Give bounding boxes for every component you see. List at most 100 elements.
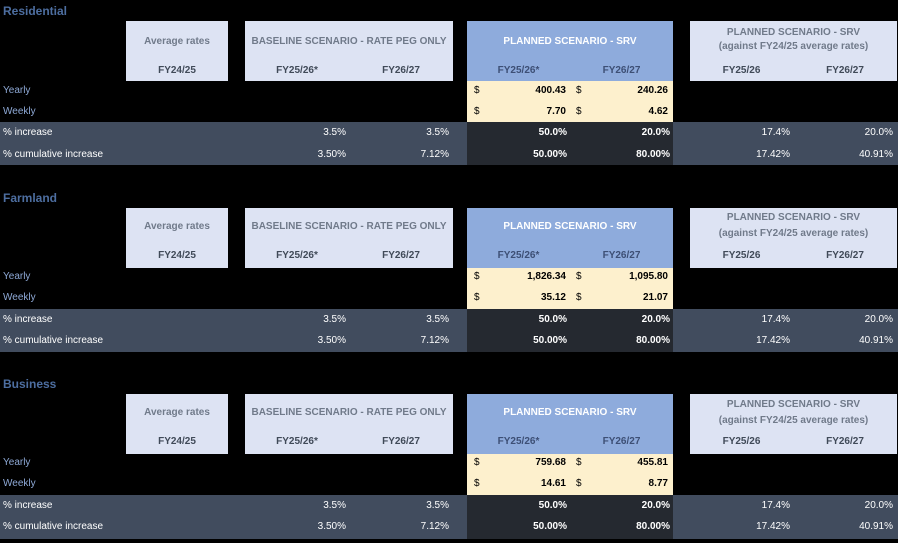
weekly-value-y1: 7.70	[546, 106, 566, 117]
section-business: Business Average rates FY24/25 BASELINE …	[0, 373, 898, 543]
baseline-header	[245, 208, 453, 268]
against-increase-y2: 20.0%	[864, 127, 893, 138]
planned-increase-block	[467, 309, 673, 352]
average-year-label: FY24/25	[158, 250, 196, 261]
against-cumulative-y1: 17.42%	[756, 335, 790, 346]
against-cumulative-y1: 17.42%	[756, 149, 790, 160]
increase-row-band	[0, 495, 898, 539]
baseline-increase-y2: 3.5%	[426, 314, 449, 325]
planned-year1: FY25/26*	[497, 436, 540, 447]
currency-symbol: $	[474, 292, 480, 303]
row-label-cumulative: % cumulative increase	[3, 149, 104, 160]
against-increase-y2: 20.0%	[864, 314, 893, 325]
baseline-year2: FY26/27	[382, 436, 420, 447]
against-title: PLANNED SCENARIO - SRV	[726, 27, 861, 38]
baseline-cumulative-y2: 7.12%	[420, 149, 449, 160]
planned-increase-y2: 20.0%	[641, 314, 670, 325]
planned-cumulative-y2: 80.00%	[636, 149, 670, 160]
average-rates-header	[126, 394, 228, 454]
planned-cumulative-y2: 80.00%	[636, 335, 670, 346]
planned-title: PLANNED SCENARIO - SRV	[503, 221, 637, 232]
baseline-cumulative-y2: 7.12%	[420, 335, 449, 346]
section-farmland: Farmland Average rates FY24/25 BASELINE …	[0, 187, 898, 357]
yearly-value-y1: 400.43	[535, 85, 566, 96]
currency-symbol: $	[576, 271, 582, 282]
against-year2: FY26/27	[826, 436, 864, 447]
planned-increase-y1: 50.0%	[538, 500, 567, 511]
planned-increase-y2: 20.0%	[641, 127, 670, 138]
row-label-cumulative: % cumulative increase	[3, 335, 104, 346]
planned-header	[467, 208, 673, 268]
baseline-increase-y1: 3.5%	[323, 127, 346, 138]
currency-symbol: $	[474, 457, 480, 468]
planned-year2: FY26/27	[602, 436, 641, 447]
currency-symbol: $	[576, 292, 582, 303]
planned-cumulative-y1: 50.00%	[533, 521, 567, 532]
baseline-year1: FY25/26*	[276, 250, 318, 261]
average-rates-label: Average rates	[144, 36, 210, 47]
planned-year1: FY25/26*	[497, 65, 540, 76]
baseline-header	[245, 394, 453, 454]
weekly-value-y1: 14.61	[540, 478, 566, 489]
against-increase-y1: 17.4%	[761, 500, 790, 511]
yearly-value-y2: 455.81	[637, 457, 668, 468]
yearly-value-y1: 759.68	[535, 457, 566, 468]
planned-year2: FY26/27	[602, 250, 641, 261]
against-cumulative-y2: 40.91%	[859, 521, 893, 532]
against-subtitle: (against FY24/25 average rates)	[718, 228, 869, 239]
planned-cumulative-y1: 50.00%	[533, 335, 567, 346]
against-title: PLANNED SCENARIO - SRV	[726, 399, 861, 410]
weekly-value-y2: 4.62	[648, 106, 668, 117]
row-label-weekly: Weekly	[3, 106, 36, 117]
planned-title: PLANNED SCENARIO - SRV	[503, 36, 637, 47]
baseline-cumulative-y2: 7.12%	[420, 521, 449, 532]
row-label-yearly: Yearly	[3, 457, 31, 468]
planned-cumulative-y2: 80.00%	[636, 521, 670, 532]
planned-increase-y1: 50.0%	[538, 127, 567, 138]
against-year2: FY26/27	[826, 250, 864, 261]
against-cumulative-y1: 17.42%	[756, 521, 790, 532]
planned-year2: FY26/27	[602, 65, 641, 76]
baseline-year1: FY25/26*	[276, 65, 318, 76]
against-increase-y2: 20.0%	[864, 500, 893, 511]
against-year1: FY25/26	[722, 250, 761, 261]
against-subtitle: (against FY24/25 average rates)	[718, 41, 869, 52]
row-label-weekly: Weekly	[3, 478, 36, 489]
weekly-value-y2: 21.07	[642, 292, 668, 303]
baseline-cumulative-y1: 3.50%	[317, 521, 346, 532]
section-residential: Residential Average rates FY24/25 BASELI…	[0, 0, 898, 170]
baseline-increase-y1: 3.5%	[323, 500, 346, 511]
planned-increase-block	[467, 122, 673, 165]
yearly-value-y2: 1,095.80	[629, 271, 668, 282]
planned-header	[467, 21, 673, 81]
row-label-increase: % increase	[3, 500, 53, 511]
average-rates-header	[126, 21, 228, 81]
average-rates-header	[126, 208, 228, 268]
against-cumulative-y2: 40.91%	[859, 335, 893, 346]
row-label-yearly: Yearly	[3, 85, 31, 96]
weekly-value-y2: 8.77	[648, 478, 668, 489]
average-year-label: FY24/25	[158, 65, 196, 76]
row-label-cumulative: % cumulative increase	[3, 521, 104, 532]
section-title: Residential	[3, 4, 68, 18]
increase-row-band	[0, 122, 898, 165]
currency-symbol: $	[576, 457, 582, 468]
currency-symbol: $	[474, 271, 480, 282]
row-label-yearly: Yearly	[3, 271, 31, 282]
planned-values-block	[467, 268, 673, 309]
planned-increase-y1: 50.0%	[538, 314, 567, 325]
against-title: PLANNED SCENARIO - SRV	[726, 212, 861, 223]
planned-increase-block	[467, 495, 673, 539]
planned-title: PLANNED SCENARIO - SRV	[503, 407, 637, 418]
section-title: Business	[3, 377, 57, 391]
planned-values-block	[467, 81, 673, 122]
baseline-header	[245, 21, 453, 81]
baseline-cumulative-y1: 3.50%	[317, 149, 346, 160]
planned-header	[467, 394, 673, 454]
baseline-title: BASELINE SCENARIO - RATE PEG ONLY	[251, 407, 447, 418]
yearly-value-y2: 240.26	[637, 85, 668, 96]
section-title: Farmland	[3, 191, 58, 205]
planned-increase-y2: 20.0%	[641, 500, 670, 511]
currency-symbol: $	[474, 106, 480, 117]
planned-year1: FY25/26*	[497, 250, 540, 261]
